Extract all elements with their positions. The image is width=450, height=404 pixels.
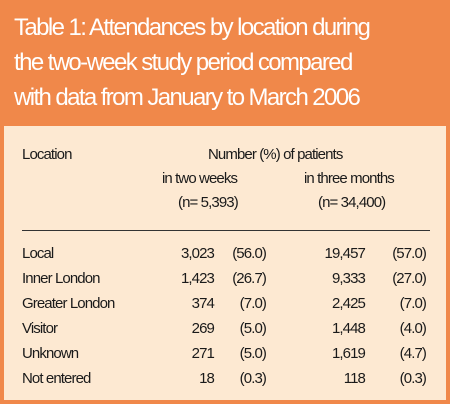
count-cell: 118 bbox=[343, 370, 366, 387]
header-group: Number (%) of patients bbox=[208, 146, 343, 163]
count-cell: 3,023 bbox=[180, 245, 215, 262]
title-line: Table 1: Attendances by location during bbox=[14, 14, 371, 41]
percent-cell: (7.0) bbox=[399, 295, 427, 312]
location-cell: Inner London bbox=[22, 270, 101, 287]
percent-cell: (7.0) bbox=[239, 295, 267, 312]
percent-cell: (0.3) bbox=[239, 370, 267, 387]
header-col1: in two weeks bbox=[162, 170, 238, 187]
location-cell: Unknown bbox=[22, 345, 79, 362]
percent-cell: (57.0) bbox=[392, 245, 427, 262]
count-cell: 1,619 bbox=[331, 345, 366, 362]
count-cell: 2,425 bbox=[331, 295, 366, 312]
percent-cell: (26.7) bbox=[232, 270, 267, 287]
header-col2: in three months bbox=[304, 170, 395, 187]
location-cell: Greater London bbox=[22, 295, 115, 312]
header-col1-n: (n= 5,393) bbox=[178, 194, 239, 211]
location-cell: Not entered bbox=[22, 370, 91, 387]
location-cell: Visitor bbox=[22, 320, 58, 337]
count-cell: 19,457 bbox=[324, 245, 366, 262]
count-cell: 271 bbox=[191, 345, 215, 362]
percent-cell: (4.7) bbox=[399, 345, 427, 362]
header-col2-n: (n= 34,400) bbox=[318, 194, 386, 211]
count-cell: 1,423 bbox=[180, 270, 215, 287]
percent-cell: (27.0) bbox=[392, 270, 427, 287]
table-body: Location Number (%) of patients in two w… bbox=[4, 126, 446, 400]
percent-cell: (5.0) bbox=[239, 345, 267, 362]
count-cell: 269 bbox=[191, 320, 215, 337]
percent-cell: (56.0) bbox=[232, 245, 267, 262]
title-line: with data from January to March 2006 bbox=[14, 84, 361, 111]
percent-cell: (4.0) bbox=[399, 320, 427, 337]
count-cell: 374 bbox=[191, 295, 215, 312]
count-cell: 1,448 bbox=[331, 320, 366, 337]
percent-cell: (5.0) bbox=[239, 320, 267, 337]
count-cell: 18 bbox=[199, 370, 215, 387]
title-band: Table 1: Attendances by location during … bbox=[0, 0, 450, 126]
title-line: the two-week study period compared bbox=[14, 49, 353, 76]
location-cell: Local bbox=[22, 245, 54, 262]
rule bbox=[22, 230, 430, 231]
percent-cell: (0.3) bbox=[399, 370, 427, 387]
header-location: Location bbox=[22, 146, 72, 163]
count-cell: 9,333 bbox=[331, 270, 366, 287]
